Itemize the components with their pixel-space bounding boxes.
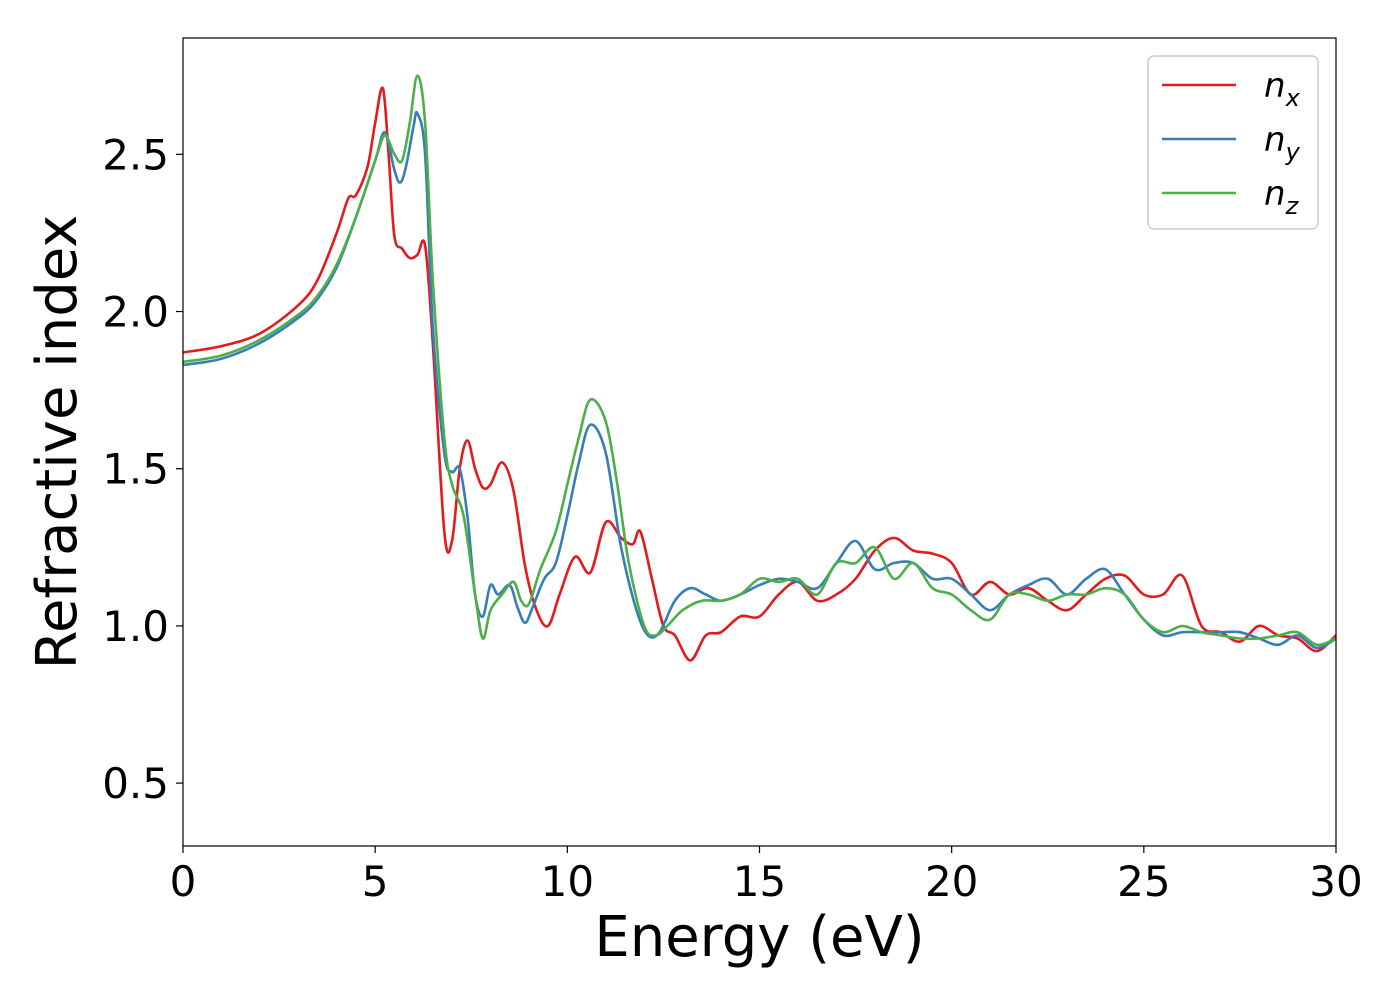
y-tick-label: 2.0	[102, 288, 169, 337]
y-tick-label: 0.5	[102, 759, 169, 808]
x-axis: 0 5 10 15 20 25 30	[170, 846, 1363, 906]
x-tick-label: 5	[362, 857, 389, 906]
x-tick-label: 20	[925, 857, 978, 906]
x-axis-title: Energy (eV)	[594, 905, 924, 970]
legend-label-nx: nx	[1264, 66, 1301, 112]
y-tick-label: 2.5	[102, 130, 169, 179]
legend-label-nz: nz	[1264, 174, 1300, 220]
series-line-nz	[183, 74, 1336, 647]
y-tick-label: 1.5	[102, 445, 169, 494]
y-axis: 0.5 1.0 1.5 2.0 2.5	[102, 130, 183, 808]
x-tick-label: 10	[541, 857, 594, 906]
x-tick-label: 25	[1117, 857, 1170, 906]
series-group	[183, 74, 1336, 662]
y-axis-title: Refractive index	[25, 215, 90, 670]
legend-frame	[1147, 55, 1319, 230]
series-line-ny	[183, 110, 1336, 650]
y-tick-label: 1.0	[102, 602, 169, 651]
x-tick-label: 30	[1309, 857, 1362, 906]
x-tick-label: 15	[733, 857, 786, 906]
legend-label-ny: ny	[1264, 120, 1301, 166]
series-line-nx	[183, 86, 1336, 662]
x-tick-label: 0	[170, 857, 197, 906]
legend: nx ny nz	[1147, 55, 1319, 230]
